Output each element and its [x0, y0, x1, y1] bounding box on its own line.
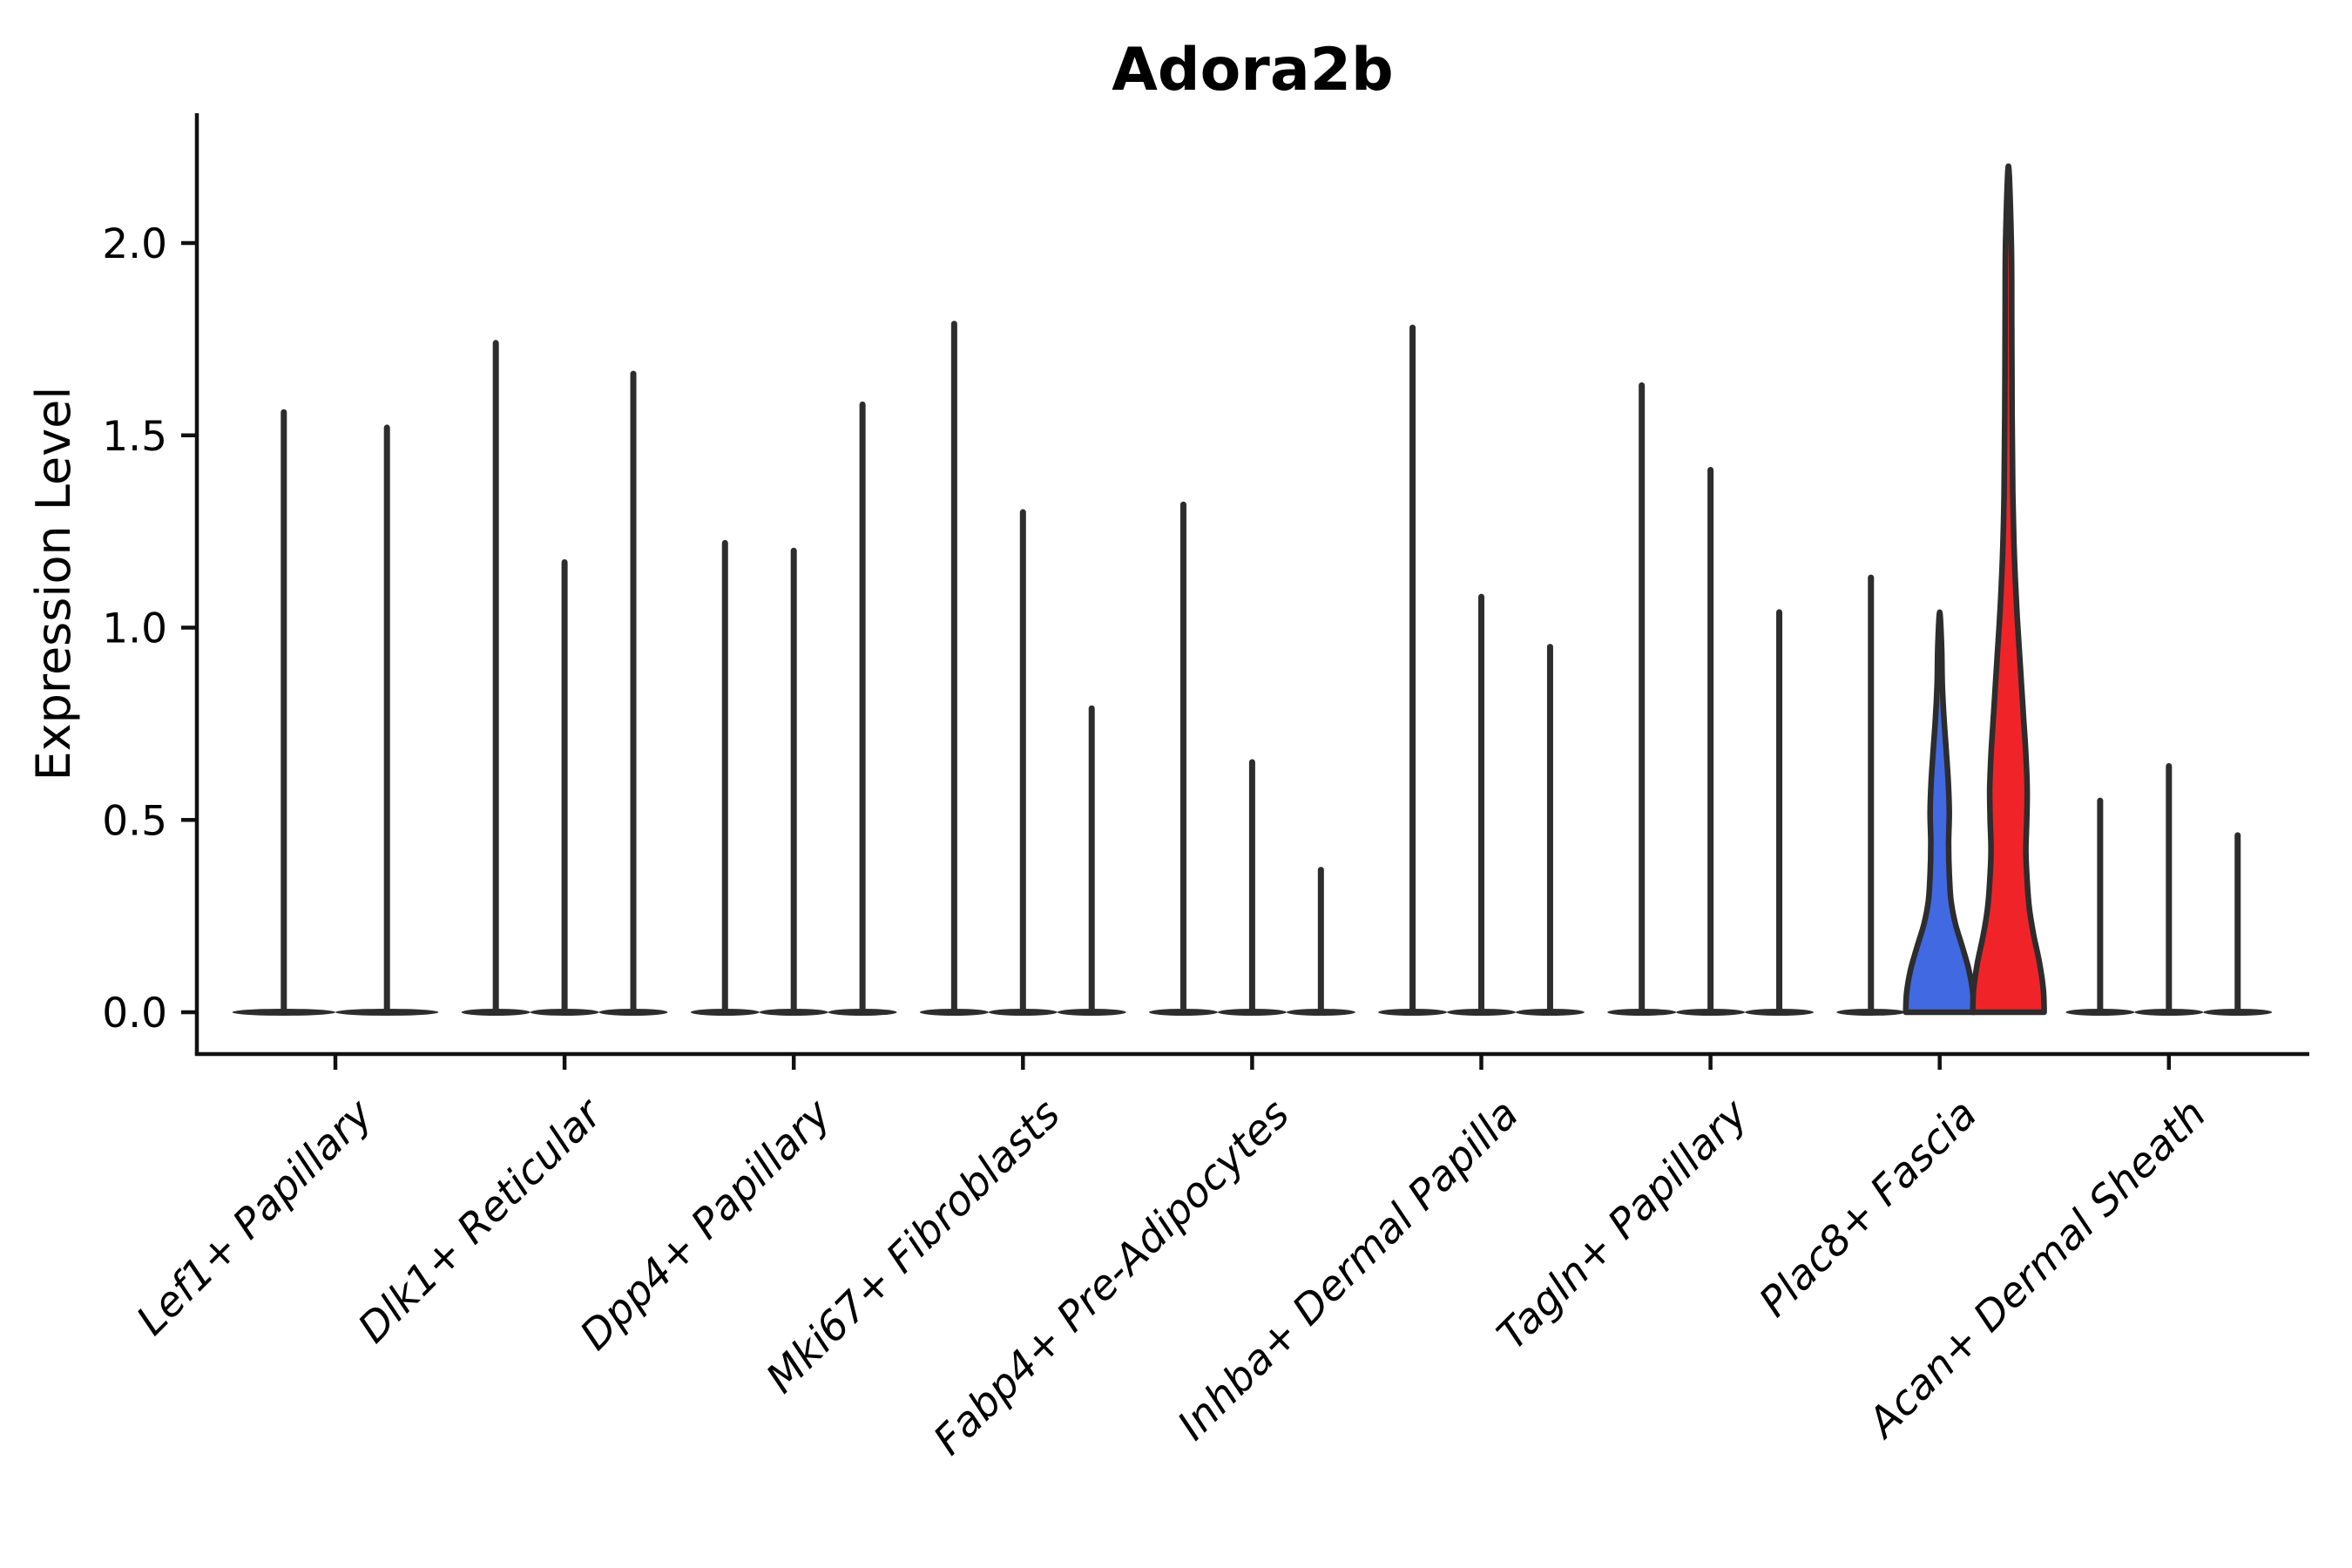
- y-tick-label: 0.5: [102, 797, 167, 845]
- y-tick-label: 1.5: [102, 413, 167, 461]
- y-tick-label: 1.0: [102, 605, 167, 653]
- chart-title: Adora2b: [1112, 36, 1393, 105]
- x-tick-label-3: Dpp4+ Papillary: [571, 1090, 841, 1360]
- x-tick-label-8: Plac8+ Fascia: [1750, 1091, 1986, 1327]
- x-tick-label-1: Lef1+ Papillary: [127, 1090, 382, 1345]
- axes-layer: [181, 113, 2309, 1070]
- y-axis-label: Expression Level: [26, 387, 81, 781]
- x-tick-label-2: Dlk1+ Reticular: [349, 1089, 613, 1353]
- violin-red-cat8: [1970, 163, 2047, 1016]
- y-tick-label: 2.0: [102, 220, 167, 268]
- violins-layer: [232, 163, 2273, 1016]
- y-tick-label: 0.0: [102, 990, 167, 1037]
- x-tick-label-7: Tagln+ Papillary: [1488, 1090, 1758, 1360]
- violin-blue-cat8: [1903, 609, 1977, 1016]
